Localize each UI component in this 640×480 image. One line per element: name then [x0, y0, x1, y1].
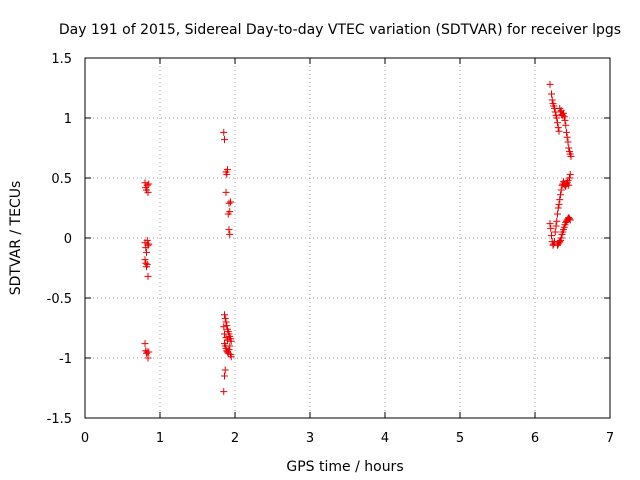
- x-tick-label: 4: [381, 431, 389, 446]
- data-point: [145, 180, 153, 188]
- data-point: [221, 311, 228, 319]
- data-point: [554, 210, 561, 218]
- data-point: [144, 272, 152, 280]
- data-point: [560, 109, 567, 117]
- x-tick-label: 2: [231, 431, 239, 446]
- data-point: [548, 90, 555, 98]
- plot-frame: [84, 57, 611, 419]
- data-point: [144, 241, 152, 249]
- y-tick-label: -1.5: [47, 412, 72, 427]
- data-point: [223, 170, 231, 178]
- data-point: [565, 181, 573, 189]
- x-tick-label: 0: [81, 431, 89, 446]
- data-point: [227, 337, 235, 345]
- data-point: [144, 354, 152, 362]
- data-point: [225, 226, 233, 234]
- data-point: [226, 342, 234, 350]
- data-point: [563, 133, 571, 141]
- data-point: [143, 181, 151, 189]
- data-point: [548, 232, 555, 240]
- data-point: [552, 222, 560, 230]
- x-tick-label: 6: [531, 431, 539, 446]
- y-tick-label: 0: [64, 232, 72, 247]
- x-tick-label: 3: [306, 431, 314, 446]
- data-point: [221, 314, 229, 322]
- ticks-layer: 0 1 2 3 4 5 6 7 -1.5 -1 -0.5 0 0.5 1 1.5: [47, 52, 615, 446]
- grid-layer: [85, 58, 610, 418]
- data-point: [547, 224, 555, 232]
- data-point: [566, 215, 573, 223]
- x-axis-label: GPS time / hours: [286, 459, 403, 475]
- data-point: [566, 170, 574, 178]
- data-point: [220, 128, 228, 136]
- data-point: [546, 80, 554, 88]
- data-points: [141, 80, 575, 396]
- x-tick-label: 1: [156, 431, 164, 446]
- data-point: [143, 236, 151, 244]
- data-point: [144, 188, 152, 196]
- y-tick-label: -1: [59, 352, 72, 367]
- y-tick-label: 0.5: [51, 172, 72, 187]
- data-point: [546, 220, 554, 228]
- data-point: [223, 322, 231, 330]
- data-point: [554, 119, 561, 127]
- data-point: [220, 388, 228, 396]
- data-point: [555, 127, 563, 135]
- data-point: [565, 144, 573, 152]
- data-point: [221, 136, 228, 144]
- data-point: [557, 234, 565, 242]
- data-point: [227, 353, 235, 361]
- data-point: [556, 196, 564, 204]
- data-point: [554, 124, 562, 132]
- data-point: [564, 138, 572, 146]
- data-point: [556, 238, 564, 246]
- data-point: [562, 121, 570, 129]
- data-point: [554, 204, 562, 212]
- data-point: [220, 323, 228, 331]
- data-point: [553, 114, 561, 122]
- data-point: [551, 228, 559, 236]
- data-point: [142, 259, 150, 267]
- data-point: [227, 198, 234, 206]
- data-point: [143, 260, 151, 268]
- data-point: [548, 96, 556, 104]
- x-tick-label: 5: [456, 431, 464, 446]
- data-point: [557, 191, 564, 199]
- x-tick-label: 7: [606, 431, 614, 446]
- data-point: [141, 340, 149, 348]
- data-point: [224, 166, 231, 174]
- data-point: [560, 113, 568, 121]
- data-point: [566, 174, 573, 182]
- data-point: [221, 330, 228, 338]
- data-point: [555, 200, 563, 208]
- data-point: [557, 186, 565, 194]
- data-point: [224, 336, 231, 344]
- data-point: [553, 217, 561, 225]
- data-point: [143, 248, 150, 256]
- data-point: [567, 152, 575, 160]
- data-point: [561, 116, 569, 124]
- data-point: [566, 216, 574, 224]
- data-point: [224, 210, 232, 218]
- data-point: [563, 128, 570, 136]
- data-point: [145, 240, 153, 248]
- chart-title: Day 191 of 2015, Sidereal Day-to-day VTE…: [59, 22, 621, 38]
- y-tick-label: 1: [64, 112, 72, 127]
- data-point: [221, 366, 229, 374]
- data-point: [226, 230, 234, 238]
- y-axis-label: SDTVAR / TECUs: [8, 181, 24, 296]
- data-point: [145, 348, 153, 356]
- data-point: [225, 346, 233, 354]
- y-tick-label: 1.5: [51, 52, 72, 67]
- data-point: [222, 188, 230, 196]
- y-tick-label: -0.5: [47, 292, 72, 307]
- data-point: [141, 256, 149, 264]
- data-point: [225, 199, 233, 207]
- data-point: [221, 372, 228, 380]
- data-point: [222, 318, 230, 326]
